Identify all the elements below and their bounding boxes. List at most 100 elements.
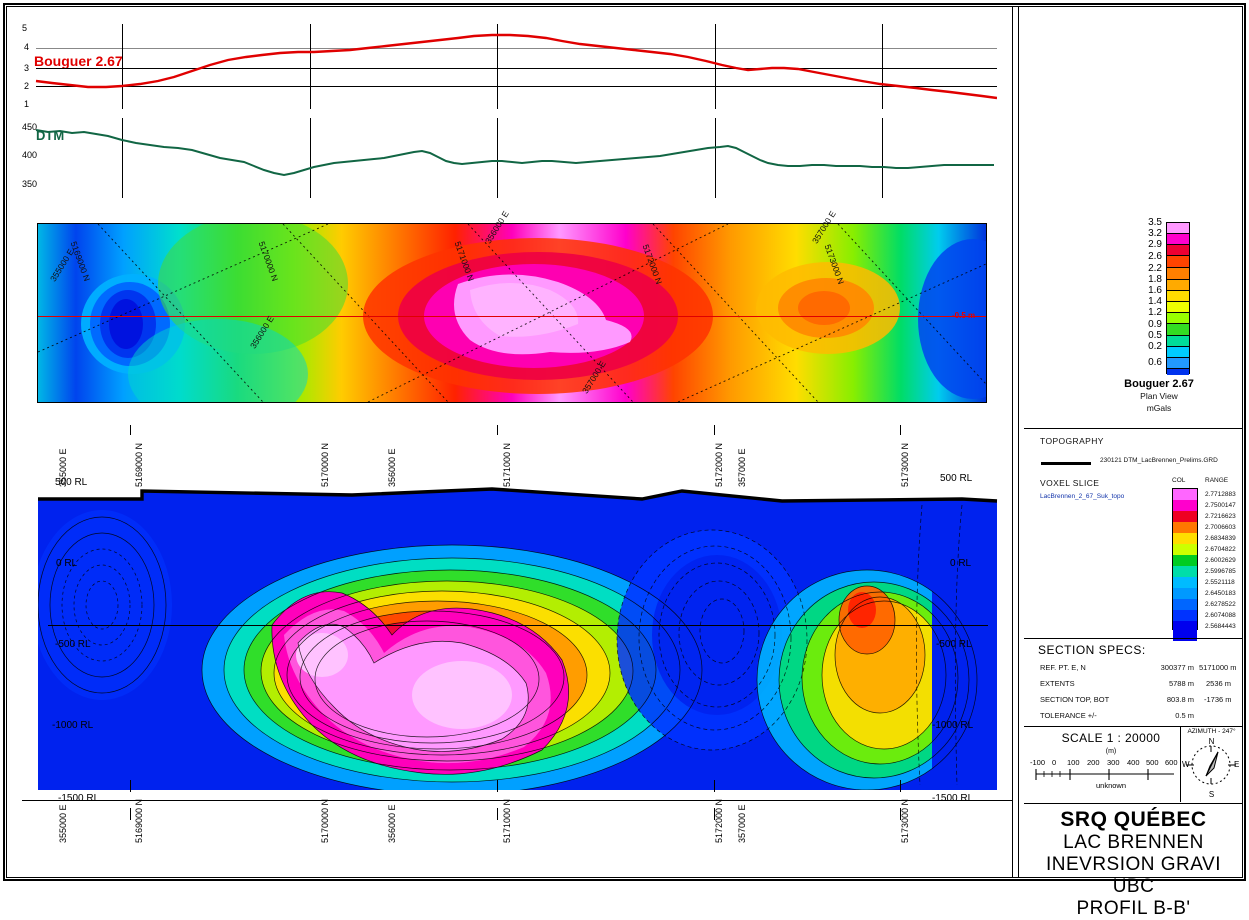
section-bottom-label-6: 357000 E: [737, 804, 747, 843]
section-spec-label-3: TOLERANCE +/-: [1040, 711, 1097, 720]
bouguer-vtick-3: [497, 24, 498, 109]
section-top-tick-3: [714, 425, 715, 435]
legend-divider-3: [1024, 726, 1243, 727]
topography-legend-line-swatch: [1041, 462, 1091, 465]
voxel-swatch-0: [1173, 489, 1197, 500]
section-top-label-3: 356000 E: [387, 448, 397, 487]
plan-legend-swatch-4: [1167, 268, 1189, 280]
section-spec-label-2: SECTION TOP, BOT: [1040, 695, 1110, 704]
compass-north-label: N: [1208, 737, 1215, 746]
dtm-vtick-5: [882, 118, 883, 198]
section-rl-left-3: -1000 RL: [52, 720, 94, 731]
panel-divider-right: [1018, 6, 1019, 878]
voxel-swatch-10: [1173, 599, 1197, 610]
section-top-tick-1: [130, 425, 131, 435]
voxel-swatch-6: [1173, 555, 1197, 566]
right-legend-panel: 3.5 3.2 2.9 2.6 2.2 1.8 1.6 1.4 1.2 0.9 …: [1024, 10, 1243, 919]
section-spec-label-1: EXTENTS: [1040, 679, 1075, 688]
voxel-legend-name: LacBrennen_2_67_Suk_topo: [1040, 493, 1125, 500]
scale-tick-7: 600: [1165, 758, 1178, 767]
section-rl-left-2: -500 RL: [55, 639, 91, 650]
plan-legend-tick-1: 3.2: [1148, 228, 1162, 239]
voxel-range-9: 2.6450183: [1205, 590, 1236, 597]
legend-divider-2: [1024, 638, 1243, 639]
section-bottom-tick-1a: [130, 780, 131, 792]
section-specs-heading: SECTION SPECS:: [1038, 643, 1146, 657]
bouguer-vtick-5: [882, 24, 883, 109]
section-spec-v1-1: 5788 m: [1168, 679, 1194, 688]
section-spec-v1-3: 0.5 m: [1175, 711, 1194, 720]
plan-legend-swatch-11: [1167, 347, 1189, 358]
section-spec-v1-2: 803.8 m: [1166, 695, 1194, 704]
plan-legend-swatch-5: [1167, 280, 1189, 291]
section-bottom-label-4: 5171000 N: [502, 798, 512, 843]
voxel-range-10: 2.6278522: [1205, 601, 1236, 608]
plan-legend-tick-11: 0.2: [1148, 341, 1162, 352]
section-spec-v2-1: 2536 m: [1206, 679, 1232, 688]
section-top-label-6: 357000 E: [737, 448, 747, 487]
section-rl-right-0: 500 RL: [940, 473, 973, 484]
section-rl-left-1: 0 RL: [56, 558, 78, 569]
plan-legend-swatch-7: [1167, 302, 1189, 313]
section-bottom-tick-3a: [714, 780, 715, 792]
voxel-swatch-5: [1173, 544, 1197, 555]
plan-section-line-label: -0.5 m: [952, 311, 976, 320]
dtm-vtick-1: [122, 118, 123, 198]
section-top-label-1: 5169000 N: [134, 442, 144, 487]
plan-legend-tick-9: 0.9: [1148, 319, 1162, 330]
section-bottom-label-5: 5172000 N: [714, 798, 724, 843]
plan-legend-subtitle: Plan View: [1140, 391, 1178, 401]
dtm-profile-panel: DTM 450 400 350: [22, 118, 997, 198]
voxel-swatch-11: [1173, 610, 1197, 621]
plan-legend-swatch-0: [1167, 223, 1189, 234]
plan-legend-tick-2: 2.9: [1148, 239, 1162, 250]
voxel-range-2: 2.7216623: [1205, 513, 1236, 520]
section-spec-v1-0: 300377 m: [1160, 663, 1194, 672]
plan-legend-swatch-12: [1167, 358, 1189, 369]
title-line-1: SRQ QUÉBEC: [1060, 808, 1207, 831]
section-bottom-label-2: 5170000 N: [320, 798, 330, 843]
section-bottom-tick-2a: [497, 780, 498, 792]
section-bottom-tick-4a: [900, 780, 901, 792]
voxel-range-8: 2.5521118: [1205, 579, 1235, 586]
plan-legend-swatch-1: [1167, 234, 1189, 245]
plan-section-line: [38, 316, 986, 317]
legend-divider-4: [1024, 803, 1243, 804]
voxel-legend-heading: VOXEL SLICE: [1040, 478, 1100, 488]
scale-tick-2: 100: [1067, 758, 1080, 767]
plan-legend-swatch-10: [1167, 336, 1189, 347]
title-block: SRQ QUÉBEC LAC BRENNEN INEVRSION GRAVI U…: [1024, 808, 1243, 920]
section-contour-canvas: [38, 487, 998, 790]
bouguer-gridline-4: [36, 48, 997, 49]
title-line-3: INEVRSION GRAVI UBC: [1045, 854, 1221, 897]
bouguer-vtick-4: [715, 24, 716, 109]
scale-tick-3: 200: [1087, 758, 1100, 767]
section-top-tick-4: [900, 425, 901, 435]
voxel-range-3: 2.7006603: [1205, 524, 1236, 531]
plan-view-map[interactable]: [37, 223, 987, 403]
bouguer-gridline-2: [36, 86, 997, 87]
section-top-tick-2: [497, 425, 498, 435]
bouguer-curve: [35, 33, 997, 100]
section-baseline: [22, 800, 1012, 801]
section-spec-v2-2: -1736 m: [1204, 695, 1232, 704]
scale-footer: unknown: [1095, 781, 1127, 790]
section-bottom-tick-1b: [130, 808, 131, 820]
section-spec-v2-0: 5171000 m: [1199, 663, 1237, 672]
plan-legend-units: mGals: [1146, 403, 1172, 413]
section-rl-right-3: -1000 RL: [932, 720, 974, 731]
sheet-border-outer: [3, 3, 1246, 881]
title-line-2: LAC BRENNEN: [1063, 832, 1204, 853]
section-top-label-7: 5173000 N: [900, 442, 910, 487]
plan-legend-tick-3: 2.6: [1148, 251, 1162, 262]
dtm-ytick-2: 350: [22, 179, 38, 189]
section-0rl-line: [48, 625, 988, 626]
plan-legend-swatch-13: [1167, 369, 1189, 375]
plan-legend-swatch-3: [1167, 256, 1189, 268]
cross-section-panel[interactable]: 355000 E 5169000 N 5170000 N 356000 E 51…: [22, 425, 1012, 845]
voxel-legend-range-header: RANGE: [1205, 477, 1229, 484]
plan-legend-tick-12: 0.6: [1148, 357, 1162, 368]
bouguer-profile-title: Bouguer 2.67: [34, 53, 123, 69]
scale-tick-1: 0: [1052, 758, 1057, 767]
voxel-swatch-8: [1173, 577, 1197, 588]
